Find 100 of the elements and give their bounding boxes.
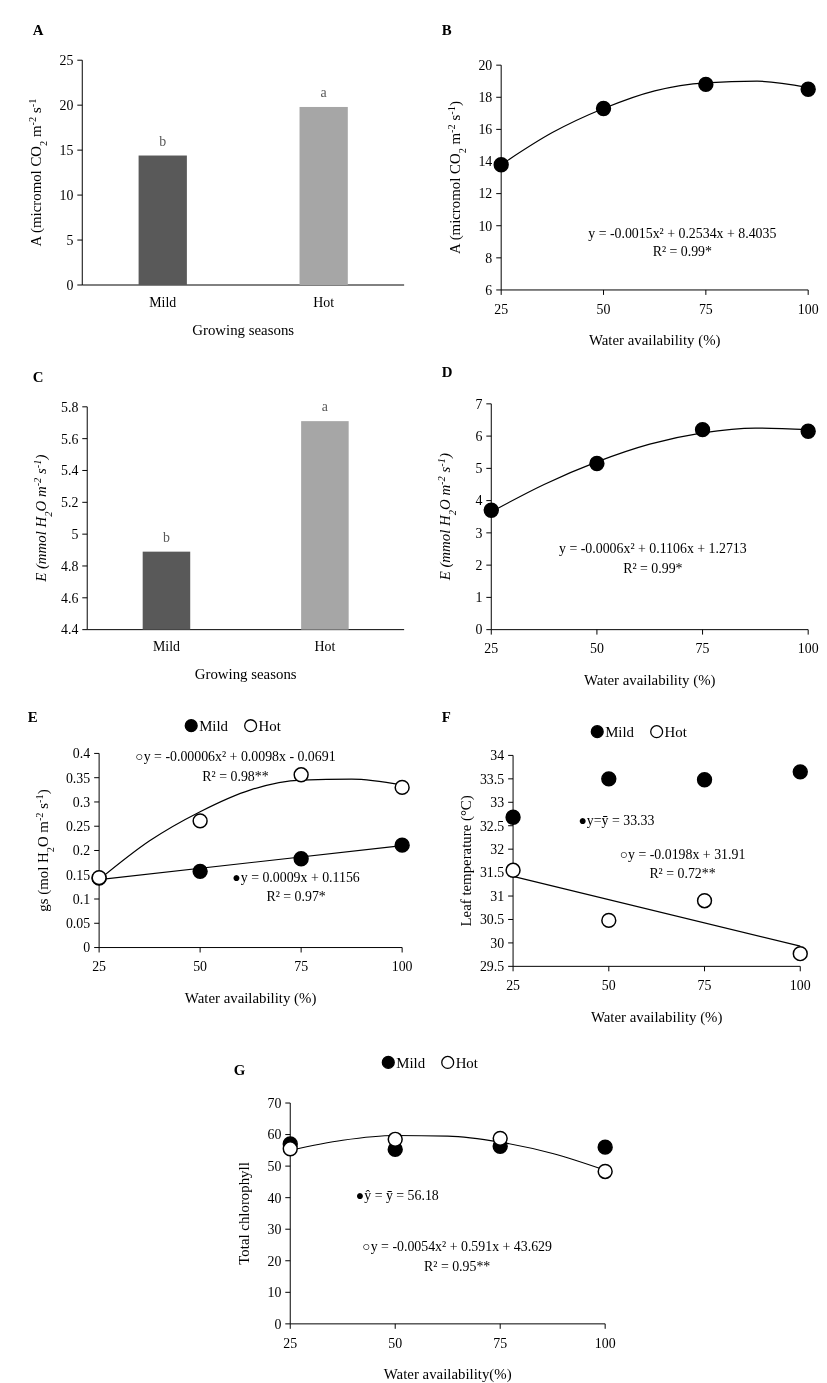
x-tick-label: Mild xyxy=(149,294,177,310)
y-tick-label: 6 xyxy=(475,428,483,444)
y-tick-label: 20 xyxy=(478,58,493,74)
y-tick-label: 25 xyxy=(59,53,74,69)
y-tick-label: 31.5 xyxy=(479,865,505,881)
annotation: y = -0.0015x² + 0.2534x + 8.4035 xyxy=(588,226,777,242)
x-tick-label: 75 xyxy=(697,978,712,994)
y-tick-label: 14 xyxy=(478,154,493,170)
chart-title: D xyxy=(441,364,453,381)
annotation: ○y = -0.0198x + 31.91 xyxy=(619,846,746,862)
annotation: R² = 0.99* xyxy=(623,561,683,577)
y-tick-label: 5 xyxy=(475,461,483,477)
annotation: y = -0.0006x² + 0.1106x + 1.2713 xyxy=(559,540,747,556)
data-label: b xyxy=(162,529,170,545)
y-tick-label: 10 xyxy=(267,1285,282,1301)
x-tick-label: 50 xyxy=(388,1335,403,1351)
y-tick-label: 5.6 xyxy=(60,431,79,447)
y-tick-label: 0.05 xyxy=(65,916,91,932)
y-tick-label: 32.5 xyxy=(479,818,505,834)
y-tick-label: 30 xyxy=(490,935,505,951)
x-axis-title: Growing seasons xyxy=(194,666,297,683)
x-tick-label: Hot xyxy=(314,639,336,655)
y-axis-title: Total chlorophyll xyxy=(235,1162,252,1265)
y-tick-label: 5.4 xyxy=(60,463,79,479)
y-tick-label: 5 xyxy=(66,232,74,248)
legend-label: Hot xyxy=(664,723,688,740)
x-axis-title: Water availability (%) xyxy=(583,672,716,690)
annotation: R² = 0.97* xyxy=(266,888,326,904)
x-tick-label: 100 xyxy=(391,959,413,975)
y-tick-label: 40 xyxy=(267,1190,282,1206)
y-tick-label: 20 xyxy=(59,98,74,114)
annotation: ○y = -0.00006x² + 0.0098x - 0.0691 xyxy=(135,749,336,765)
y-tick-label: 18 xyxy=(478,90,493,106)
y-tick-label: 20 xyxy=(267,1253,282,1269)
annotation: ●ŷ = ȳ = 56.18 xyxy=(355,1188,439,1204)
chart-title: F xyxy=(441,708,451,725)
y-tick-label: 3 xyxy=(475,525,483,541)
y-tick-label: 4.8 xyxy=(60,558,79,574)
x-axis-title: Water availability (%) xyxy=(590,1008,723,1026)
y-tick-label: 50 xyxy=(267,1158,282,1174)
x-tick-label: 50 xyxy=(596,301,611,317)
x-tick-label: 75 xyxy=(493,1335,508,1351)
y-tick-label: 2 xyxy=(475,557,483,573)
annotation: R² = 0.99* xyxy=(652,244,713,260)
y-tick-label: 7 xyxy=(475,396,483,412)
y-tick-label: 5.8 xyxy=(60,399,79,415)
annotation: R² = 0.95** xyxy=(424,1258,491,1274)
y-tick-label: 30.5 xyxy=(479,912,505,928)
legend-label: Mild xyxy=(605,723,635,740)
y-tick-label: 0 xyxy=(66,277,74,293)
y-tick-label: 5 xyxy=(71,527,79,542)
y-tick-label: 30 xyxy=(267,1222,282,1238)
y-tick-label: 0.15 xyxy=(65,867,91,883)
x-axis-title: Water availability (%) xyxy=(588,332,721,350)
y-tick-label: 0 xyxy=(274,1316,282,1332)
y-tick-label: 10 xyxy=(59,187,74,203)
y-tick-label: 0.2 xyxy=(72,843,91,859)
data-label: a xyxy=(321,399,328,415)
legend-label: Mild xyxy=(199,717,229,734)
y-tick-label: 10 xyxy=(478,218,493,234)
x-tick-label: 50 xyxy=(601,978,616,994)
x-tick-label: 25 xyxy=(506,978,521,994)
x-tick-label: 50 xyxy=(193,959,208,975)
y-tick-label: 31 xyxy=(490,888,505,904)
y-tick-label: 0.1 xyxy=(72,891,91,907)
y-tick-label: 0.4 xyxy=(72,746,91,762)
x-tick-label: 100 xyxy=(797,641,819,657)
x-tick-label: 25 xyxy=(283,1335,298,1351)
data-label: a xyxy=(320,85,327,101)
x-tick-label: 50 xyxy=(589,641,604,657)
y-tick-label: 60 xyxy=(267,1127,282,1143)
y-tick-label: 0.3 xyxy=(72,794,91,810)
y-tick-label: 1 xyxy=(475,590,483,606)
x-axis-title: Water availability(%) xyxy=(383,1366,512,1383)
annotation: R² = 0.98** xyxy=(202,768,269,784)
y-tick-label: 6 xyxy=(485,282,493,298)
chart-title: C xyxy=(32,369,44,386)
x-tick-label: 100 xyxy=(797,301,819,317)
x-tick-label: Mild xyxy=(152,639,180,655)
legend-label: Hot xyxy=(455,1054,479,1071)
y-axis-title: Leaf temperature (°C) xyxy=(458,795,476,927)
y-tick-label: 16 xyxy=(478,122,493,138)
y-tick-label: 29.5 xyxy=(479,959,505,975)
x-axis-title: Growing seasons xyxy=(192,321,295,338)
chart-title: A xyxy=(32,22,44,39)
chart-title: B xyxy=(441,22,452,39)
y-tick-label: 70 xyxy=(267,1095,282,1111)
y-tick-label: 33.5 xyxy=(479,771,505,787)
y-tick-label: 4 xyxy=(475,493,483,509)
x-tick-label: 100 xyxy=(789,978,811,994)
annotation: ●y=ȳ = 33.33 xyxy=(578,813,655,829)
data-label: b xyxy=(159,133,167,149)
x-tick-label: 25 xyxy=(92,959,107,975)
y-tick-label: 34 xyxy=(490,748,505,764)
y-tick-label: 33 xyxy=(490,795,505,811)
y-tick-label: 0.35 xyxy=(65,770,91,786)
x-tick-label: Hot xyxy=(313,294,335,310)
x-tick-label: 75 xyxy=(698,301,713,317)
y-tick-label: 0 xyxy=(475,622,483,638)
y-tick-label: 4.4 xyxy=(60,622,79,638)
